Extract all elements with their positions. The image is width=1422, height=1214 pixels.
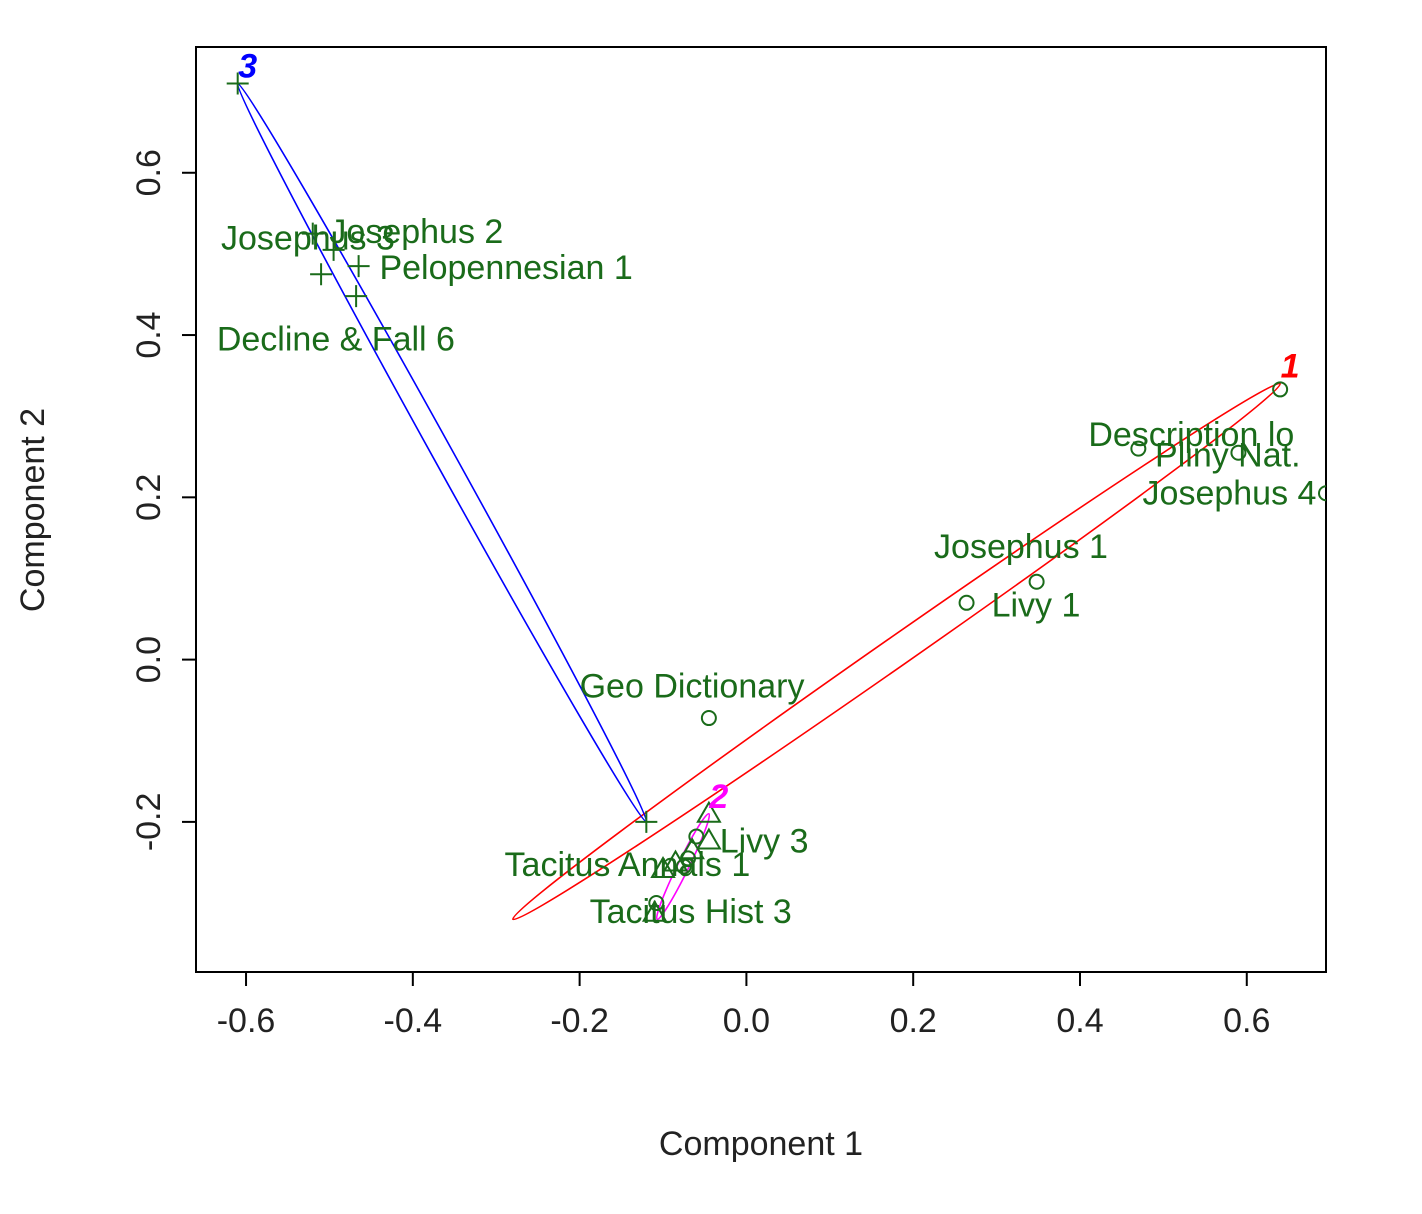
- cluster-ellipses: [236, 82, 1282, 921]
- x-tick-label: -0.4: [384, 1002, 443, 1040]
- triangle-marker: [650, 855, 676, 878]
- point-label: Geo Dictionary: [580, 668, 805, 706]
- y-tick-label: 0.4: [130, 311, 168, 358]
- circle-marker: [1272, 381, 1289, 398]
- plus-marker: [301, 222, 324, 245]
- x-tick-label: 0.2: [890, 1002, 937, 1040]
- circle-marker: [675, 858, 692, 875]
- y-tick-label: 0.2: [130, 474, 168, 521]
- circle-marker: [688, 828, 705, 845]
- cluster-3-label: 3: [238, 48, 257, 86]
- plus-marker: [345, 285, 368, 308]
- cluster-3-ellipse: [236, 82, 648, 823]
- x-tick-label: -0.6: [217, 1002, 276, 1040]
- point-label: Josephus 2: [329, 213, 503, 251]
- y-tick-label: 0.6: [130, 149, 168, 196]
- cluster-2-label: 2: [708, 778, 728, 816]
- point-label: Tacitus Hist 3: [590, 893, 792, 931]
- point-label: Livy 3: [720, 823, 809, 861]
- x-tick-label: 0.6: [1223, 1002, 1270, 1040]
- circle-marker: [648, 895, 665, 912]
- plus-marker: [226, 72, 249, 95]
- point-label: Pelopennesian 1: [379, 249, 632, 287]
- point-label: Tacitus Annals 1: [505, 846, 751, 884]
- point-label: Decline & Fall 6: [217, 320, 455, 358]
- x-axis-title: Component 1: [659, 1125, 863, 1163]
- point-label: Josephus 4: [1143, 474, 1317, 512]
- cluster-1-ellipse: [512, 382, 1282, 921]
- circle-marker: [1230, 444, 1247, 461]
- plus-marker: [322, 238, 345, 261]
- x-tick-label: 0.4: [1056, 1002, 1103, 1040]
- y-tick-label: 0.0: [130, 636, 168, 683]
- x-tick-label: -0.2: [550, 1002, 609, 1040]
- cluster-1-label: 1: [1281, 348, 1300, 386]
- point-label: Josephus 3: [221, 220, 395, 258]
- cluster-labels: 1 2 3: [238, 48, 1299, 816]
- circle-marker: [958, 594, 975, 611]
- point-label: Josephus 1: [934, 528, 1108, 566]
- x-tick-label: 0.0: [723, 1002, 770, 1040]
- data-markers: [226, 72, 1326, 922]
- circle-marker: [1028, 573, 1045, 590]
- point-label: Pliny Nat.: [1155, 436, 1301, 474]
- y-tick-label: -0.2: [130, 793, 168, 852]
- plus-marker: [635, 810, 658, 833]
- plus-marker: [347, 255, 370, 278]
- point-label: Description lo: [1088, 416, 1294, 454]
- circle-marker: [700, 710, 717, 727]
- point-label: Livy 1: [992, 586, 1081, 624]
- triangle-marker: [696, 800, 722, 823]
- circle-marker: [1318, 485, 1326, 502]
- y-axis: -0.2 0.0 0.2 0.4 0.6: [130, 149, 197, 852]
- triangle-marker: [641, 899, 668, 922]
- plus-marker: [310, 263, 333, 286]
- x-axis: -0.6 -0.4 -0.2 0.0 0.2 0.4 0.6: [217, 971, 1270, 1040]
- circle-marker: [1130, 440, 1147, 457]
- y-axis-title: Component 2: [14, 408, 52, 612]
- triangle-marker: [679, 837, 705, 860]
- circle-marker: [680, 850, 697, 867]
